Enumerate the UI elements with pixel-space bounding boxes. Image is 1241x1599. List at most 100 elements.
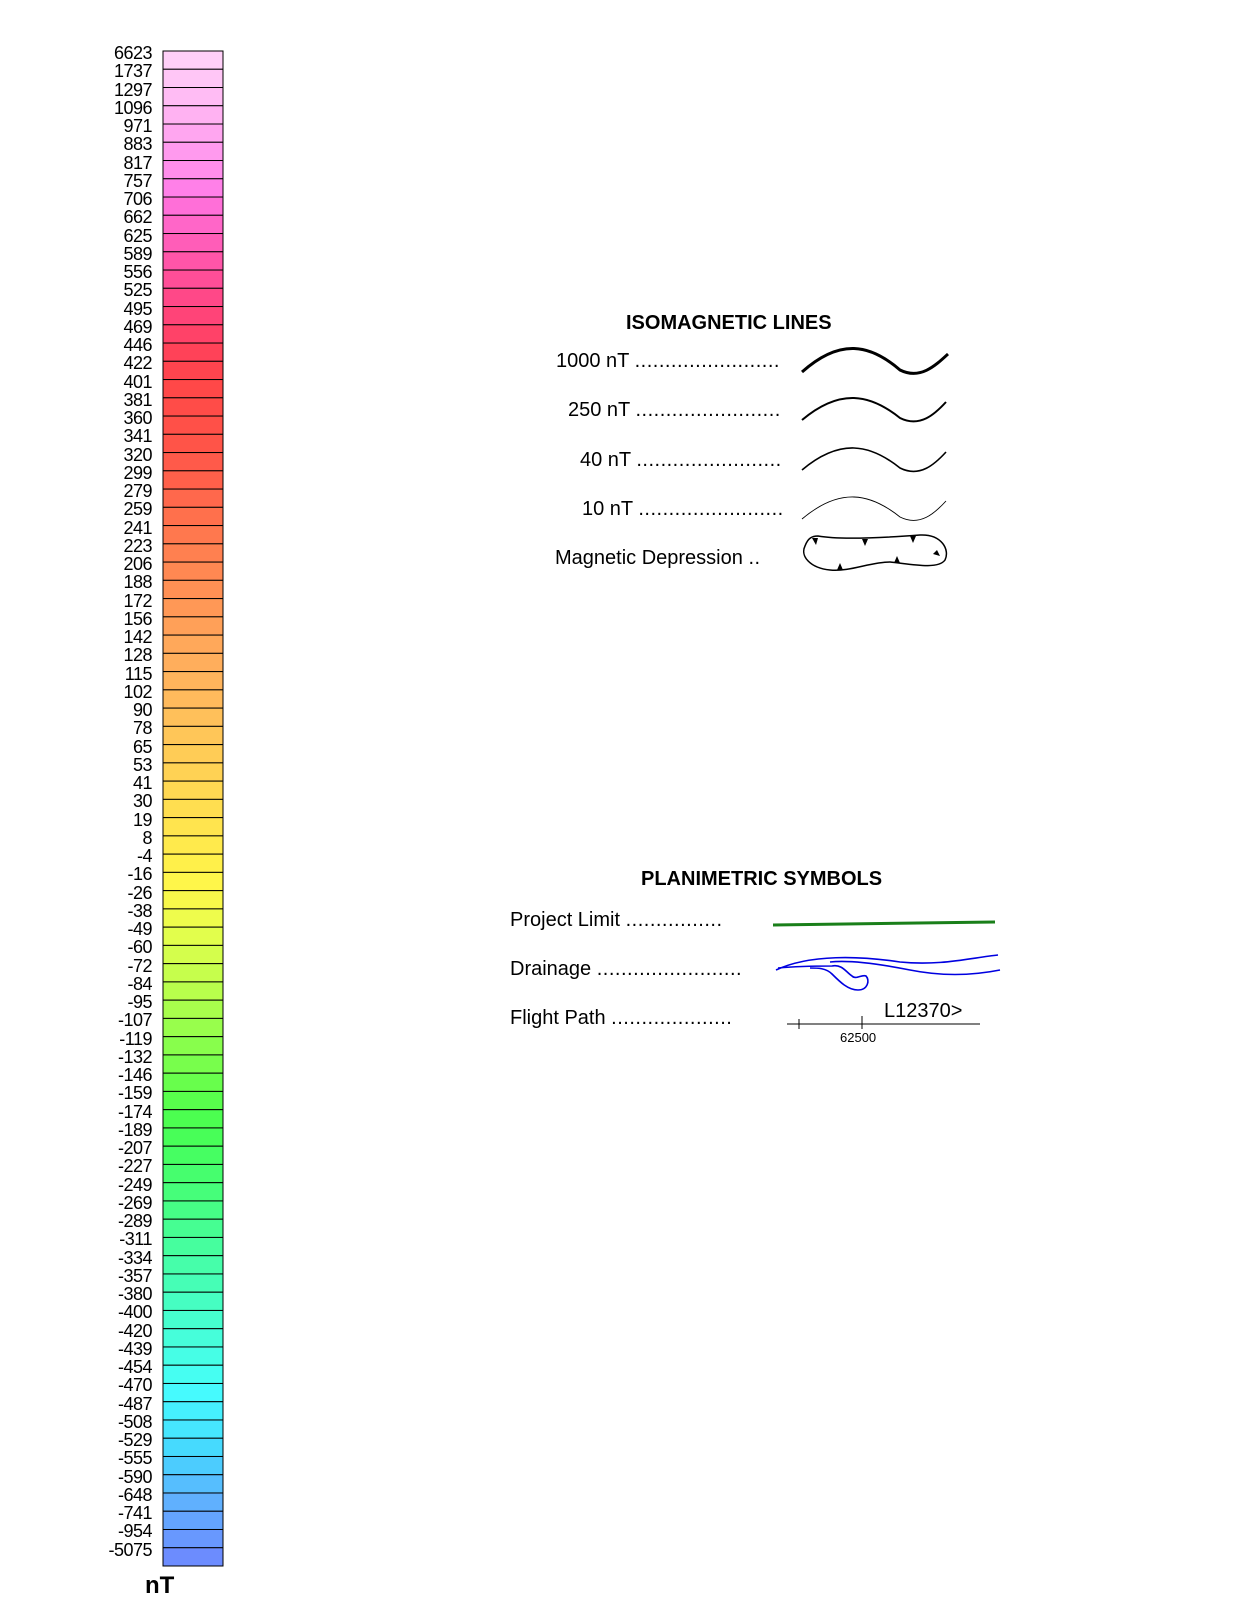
scale-value-label: 53 (132, 754, 153, 775)
scale-swatch (162, 1492, 224, 1512)
scale-value-label: -741 (117, 1503, 153, 1524)
scale-swatch (162, 433, 224, 454)
scale-swatch (162, 178, 224, 198)
scale-swatch (162, 506, 224, 527)
leader-dots: ........................ (635, 399, 781, 421)
scale-swatch (162, 689, 224, 709)
scale-swatch (162, 561, 224, 581)
scale-swatch (162, 579, 224, 600)
scale-swatch (162, 342, 224, 362)
legend-label: 10 nT (582, 498, 633, 520)
scale-swatch (162, 50, 224, 70)
scale-value-label: -454 (117, 1357, 153, 1378)
scale-swatch (162, 890, 224, 910)
scale-value-label: 299 (123, 462, 152, 483)
scale-value-label: -380 (117, 1284, 153, 1305)
isoline-1000nt-symbol (801, 347, 950, 375)
scale-value-label: 259 (123, 499, 152, 520)
scale-swatch (162, 1346, 224, 1366)
legend-item-project-limit: Project Limit ................ (510, 909, 723, 931)
scale-swatch (162, 543, 224, 563)
legend-item-flight-path: Flight Path .................... (510, 1007, 732, 1029)
scale-value-label: 706 (123, 189, 152, 210)
isoline-250nt-symbol (801, 397, 947, 423)
scale-value-label: 188 (123, 572, 152, 593)
scale-value-label: -174 (117, 1101, 153, 1122)
scale-swatch (162, 525, 224, 545)
scale-value-label: -529 (117, 1430, 153, 1451)
scale-swatch (162, 379, 224, 399)
scale-value-label: -189 (117, 1119, 153, 1140)
scale-swatch (162, 871, 224, 892)
scale-swatch (162, 287, 224, 308)
scale-swatch (162, 671, 224, 691)
leader-dots: ................ (625, 909, 723, 931)
color-scale-bar (162, 50, 224, 1567)
scale-swatch (162, 251, 224, 271)
scale-value-label: 1737 (113, 61, 153, 82)
scale-value-label: 401 (123, 371, 152, 392)
scale-value-label: 172 (123, 590, 152, 611)
scale-value-label: -470 (117, 1375, 153, 1396)
flight-line-label: L12370> (884, 1000, 963, 1022)
scale-value-label: -289 (117, 1211, 153, 1232)
scale-swatch (162, 123, 224, 143)
leader-dots: ........................ (638, 498, 784, 520)
legend-label: 250 nT (568, 399, 630, 421)
scale-value-label: 78 (132, 718, 153, 739)
scale-swatch (162, 1182, 224, 1202)
scale-value-label: 525 (123, 280, 152, 301)
scale-swatch (162, 1036, 224, 1056)
leader-dots: ........................ (636, 449, 782, 471)
scale-swatch (162, 415, 224, 435)
scale-value-label: -439 (117, 1338, 153, 1359)
scale-swatch (162, 1510, 224, 1530)
scale-swatch (162, 360, 224, 381)
scale-swatch (162, 1419, 224, 1439)
scale-swatch (162, 1437, 224, 1457)
scale-swatch (162, 652, 224, 673)
scale-value-label: 971 (123, 116, 152, 136)
scale-value-label: 19 (132, 809, 153, 830)
leader-dots: ........................ (596, 958, 743, 980)
scale-value-label: 30 (132, 791, 153, 812)
scale-value-label: -648 (117, 1484, 153, 1505)
legend-item-40nt: 40 nT ........................ (580, 449, 782, 471)
scale-value-label: 223 (123, 535, 152, 556)
scale-value-label: -132 (117, 1046, 153, 1067)
scale-swatch (162, 1401, 224, 1421)
scale-value-label: -60 (127, 937, 152, 958)
scale-value-label: 279 (123, 481, 152, 502)
scale-value-label: -72 (127, 955, 152, 976)
scale-swatch (162, 1072, 224, 1092)
scale-swatch (162, 1017, 224, 1038)
scale-value-label: -119 (119, 1028, 152, 1049)
scale-swatch (162, 835, 224, 855)
scale-swatch (162, 233, 224, 253)
scale-value-label: 1297 (113, 79, 153, 100)
leader-dots: .................... (611, 1007, 733, 1029)
scale-swatch (162, 306, 224, 326)
legend-item-1000nt: 1000 nT ........................ (556, 350, 780, 372)
scale-swatch (162, 1145, 224, 1165)
scale-value-label: -38 (127, 900, 152, 921)
scale-value-label: -107 (117, 1010, 153, 1031)
legend-label: Drainage (510, 958, 592, 980)
scale-value-label: 6623 (113, 43, 153, 63)
scale-value-label: 757 (123, 170, 152, 191)
scale-value-label: 495 (123, 298, 152, 319)
scale-swatch (162, 908, 224, 928)
scale-value-label: 320 (123, 444, 152, 465)
scale-swatch (162, 1200, 224, 1220)
scale-swatch (162, 744, 224, 764)
scale-value-label: -508 (117, 1411, 153, 1432)
scale-value-label: 156 (123, 608, 152, 629)
fiducial-label: 62500 (840, 1030, 877, 1045)
scale-value-label: 469 (123, 316, 152, 337)
scale-swatch (162, 160, 224, 180)
scale-swatch (162, 87, 224, 107)
scale-value-label: 8 (142, 827, 152, 848)
magnetic-depression-symbol (803, 534, 948, 571)
scale-value-label: -207 (117, 1138, 153, 1159)
scale-value-label: 556 (123, 262, 152, 283)
